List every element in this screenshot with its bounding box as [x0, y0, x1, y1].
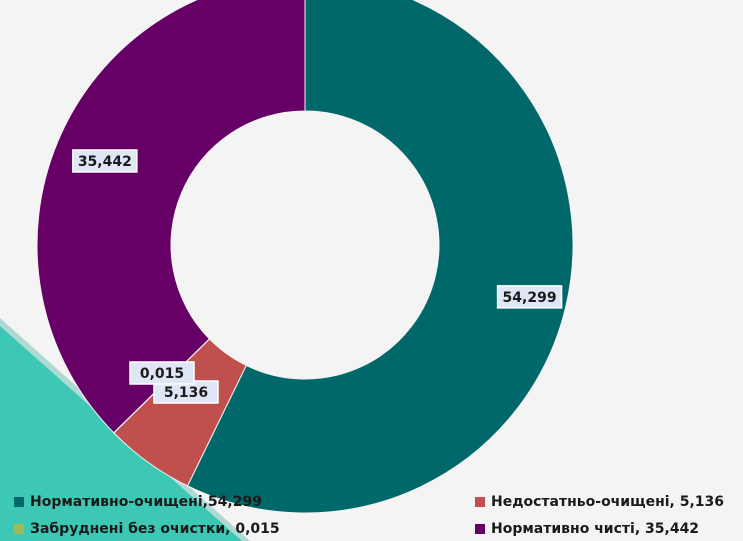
legend-label: Нормативно-очищені,54,299 — [30, 494, 262, 510]
legend-swatch — [14, 497, 24, 507]
legend-item-nedostatno-ochyshcheni: Недостатньо-очищені, 5,136 — [475, 494, 724, 510]
legend-item-normatyvno-chysti: Нормативно чисті, 35,442 — [475, 521, 699, 537]
data-label-text: 0,015 — [140, 366, 184, 382]
legend-swatch — [14, 524, 24, 534]
data-label-нормативно-очищені: 54,299 — [496, 285, 563, 309]
data-label-box — [72, 149, 138, 173]
legend-label: Забруднені без очистки, 0,015 — [30, 521, 280, 537]
data-label-text: 5,136 — [164, 385, 208, 401]
legend-item-normatyvno-ochyshcheni: Нормативно-очищені,54,299 — [14, 494, 262, 510]
legend-item-zabrudneni-bez-ochystky: Забруднені без очистки, 0,015 — [14, 521, 280, 537]
data-label-забруднені-без-очистки: 0,015 — [129, 361, 195, 385]
legend-swatch — [475, 497, 485, 507]
legend-swatch — [475, 524, 485, 534]
slice-нормативно-очищені — [186, 0, 574, 514]
legend-label: Нормативно чисті, 35,442 — [491, 521, 700, 537]
data-label-box — [129, 361, 195, 385]
data-label-недостатньо-очищені: 5,136 — [153, 380, 219, 404]
data-label-box — [496, 285, 563, 309]
data-label-нормативно-чисті: 35,442 — [72, 149, 138, 173]
data-label-text: 54,299 — [503, 290, 557, 306]
slice-нормативно-чисті — [36, 0, 306, 434]
data-label-text: 35,442 — [78, 154, 132, 170]
legend-label: Недостатньо-очищені, 5,136 — [491, 494, 725, 510]
